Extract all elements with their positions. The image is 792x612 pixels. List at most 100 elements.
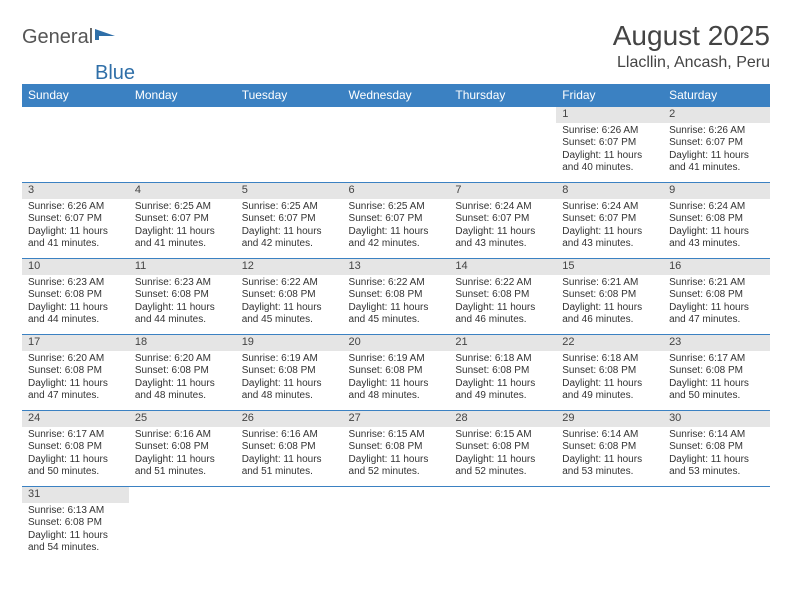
daylight-text-1: Daylight: 11 hours [135,454,230,467]
daylight-text-2: and 52 minutes. [455,466,550,479]
sunrise-text: Sunrise: 6:25 AM [349,201,444,214]
daylight-text-1: Daylight: 11 hours [562,454,657,467]
daylight-text-1: Daylight: 11 hours [242,378,337,391]
sunrise-text: Sunrise: 6:18 AM [562,353,657,366]
day-number-cell [343,107,450,123]
day-number-cell: 10 [22,259,129,275]
sunrise-text: Sunrise: 6:25 AM [135,201,230,214]
day-detail-cell: Sunrise: 6:14 AMSunset: 6:08 PMDaylight:… [556,427,663,487]
day-detail-cell: Sunrise: 6:23 AMSunset: 6:08 PMDaylight:… [129,275,236,335]
sunset-text: Sunset: 6:07 PM [242,213,337,226]
daylight-text-2: and 45 minutes. [242,314,337,327]
sunrise-text: Sunrise: 6:21 AM [562,277,657,290]
day-detail-cell: Sunrise: 6:22 AMSunset: 6:08 PMDaylight:… [449,275,556,335]
day-detail-cell [343,123,450,183]
daylight-text-1: Daylight: 11 hours [28,530,123,543]
sunrise-text: Sunrise: 6:15 AM [455,429,550,442]
weekday-header: Wednesday [343,84,450,107]
sunrise-text: Sunrise: 6:22 AM [349,277,444,290]
day-number-cell: 20 [343,335,450,351]
sunrise-text: Sunrise: 6:20 AM [28,353,123,366]
daynum-row: 10111213141516 [22,259,770,275]
logo-flag-icon [95,27,117,46]
weekday-header: Sunday [22,84,129,107]
day-detail-cell [236,503,343,563]
day-number-cell: 4 [129,183,236,199]
day-detail-cell: Sunrise: 6:25 AMSunset: 6:07 PMDaylight:… [129,199,236,259]
day-number-cell: 3 [22,183,129,199]
sunset-text: Sunset: 6:08 PM [349,365,444,378]
day-number-cell: 19 [236,335,343,351]
logo: General [22,20,117,49]
day-number-cell [129,107,236,123]
day-number-cell [663,487,770,503]
detail-row: Sunrise: 6:20 AMSunset: 6:08 PMDaylight:… [22,351,770,411]
day-detail-cell: Sunrise: 6:24 AMSunset: 6:07 PMDaylight:… [449,199,556,259]
day-number-cell: 23 [663,335,770,351]
daylight-text-2: and 52 minutes. [349,466,444,479]
day-number-cell: 12 [236,259,343,275]
day-detail-cell: Sunrise: 6:17 AMSunset: 6:08 PMDaylight:… [22,427,129,487]
day-detail-cell [449,123,556,183]
day-detail-cell: Sunrise: 6:24 AMSunset: 6:08 PMDaylight:… [663,199,770,259]
weekday-header: Monday [129,84,236,107]
daylight-text-2: and 48 minutes. [349,390,444,403]
sunset-text: Sunset: 6:08 PM [669,441,764,454]
sunrise-text: Sunrise: 6:14 AM [669,429,764,442]
day-detail-cell: Sunrise: 6:21 AMSunset: 6:08 PMDaylight:… [556,275,663,335]
day-number-cell [22,107,129,123]
sunset-text: Sunset: 6:07 PM [562,213,657,226]
daylight-text-1: Daylight: 11 hours [669,302,764,315]
daylight-text-2: and 49 minutes. [562,390,657,403]
day-number-cell: 16 [663,259,770,275]
day-number-cell: 21 [449,335,556,351]
day-detail-cell: Sunrise: 6:22 AMSunset: 6:08 PMDaylight:… [236,275,343,335]
day-number-cell: 13 [343,259,450,275]
sunset-text: Sunset: 6:08 PM [242,441,337,454]
sunrise-text: Sunrise: 6:13 AM [28,505,123,518]
daylight-text-1: Daylight: 11 hours [349,454,444,467]
daylight-text-1: Daylight: 11 hours [562,226,657,239]
daylight-text-1: Daylight: 11 hours [28,226,123,239]
day-number-cell: 30 [663,411,770,427]
day-detail-cell: Sunrise: 6:17 AMSunset: 6:08 PMDaylight:… [663,351,770,411]
daynum-row: 24252627282930 [22,411,770,427]
daylight-text-1: Daylight: 11 hours [455,454,550,467]
day-number-cell: 15 [556,259,663,275]
calendar-table: Sunday Monday Tuesday Wednesday Thursday… [22,84,770,563]
day-detail-cell: Sunrise: 6:22 AMSunset: 6:08 PMDaylight:… [343,275,450,335]
weekday-header: Friday [556,84,663,107]
sunset-text: Sunset: 6:08 PM [455,441,550,454]
day-number-cell [449,487,556,503]
sunset-text: Sunset: 6:08 PM [135,365,230,378]
day-detail-cell [129,503,236,563]
detail-row: Sunrise: 6:17 AMSunset: 6:08 PMDaylight:… [22,427,770,487]
month-title: August 2025 [613,20,770,52]
daylight-text-2: and 42 minutes. [349,238,444,251]
daylight-text-1: Daylight: 11 hours [135,302,230,315]
weekday-header: Thursday [449,84,556,107]
daylight-text-2: and 47 minutes. [28,390,123,403]
daylight-text-2: and 46 minutes. [455,314,550,327]
daylight-text-1: Daylight: 11 hours [669,378,764,391]
sunset-text: Sunset: 6:08 PM [28,517,123,530]
sunrise-text: Sunrise: 6:16 AM [135,429,230,442]
day-detail-cell: Sunrise: 6:25 AMSunset: 6:07 PMDaylight:… [236,199,343,259]
sunrise-text: Sunrise: 6:18 AM [455,353,550,366]
sunrise-text: Sunrise: 6:26 AM [28,201,123,214]
sunrise-text: Sunrise: 6:24 AM [669,201,764,214]
day-detail-cell: Sunrise: 6:16 AMSunset: 6:08 PMDaylight:… [236,427,343,487]
daylight-text-2: and 43 minutes. [669,238,764,251]
day-number-cell: 2 [663,107,770,123]
day-detail-cell [449,503,556,563]
sunset-text: Sunset: 6:08 PM [242,289,337,302]
sunrise-text: Sunrise: 6:19 AM [242,353,337,366]
daylight-text-2: and 46 minutes. [562,314,657,327]
calendar-page: General August 2025 Llacllin, Ancash, Pe… [0,0,792,583]
sunset-text: Sunset: 6:08 PM [669,289,764,302]
sunset-text: Sunset: 6:08 PM [669,365,764,378]
sunset-text: Sunset: 6:08 PM [455,289,550,302]
weekday-header-row: Sunday Monday Tuesday Wednesday Thursday… [22,84,770,107]
day-number-cell: 1 [556,107,663,123]
day-detail-cell [663,503,770,563]
